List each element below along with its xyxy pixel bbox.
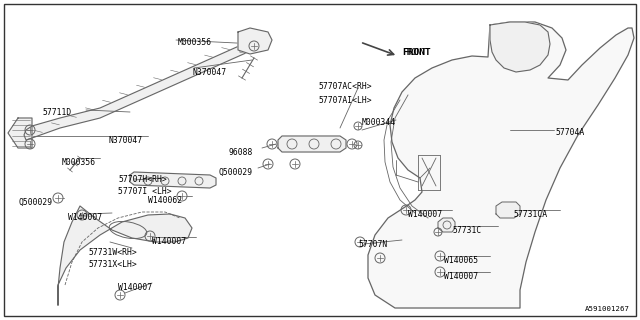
Text: 96088: 96088	[228, 148, 252, 157]
Polygon shape	[368, 22, 634, 308]
Text: FRONT: FRONT	[402, 48, 426, 57]
Text: 57704A: 57704A	[556, 128, 585, 137]
Text: 57707H<RH>: 57707H<RH>	[118, 175, 167, 184]
Text: N370047: N370047	[108, 136, 142, 145]
Text: FRONT: FRONT	[402, 47, 431, 57]
Text: M000344: M000344	[362, 118, 396, 127]
Text: 57707AC<RH>: 57707AC<RH>	[318, 82, 372, 91]
Polygon shape	[24, 32, 250, 140]
Text: Q500029: Q500029	[18, 198, 52, 207]
Polygon shape	[8, 118, 32, 148]
Text: A591001267: A591001267	[585, 306, 630, 312]
Text: W140065: W140065	[444, 256, 478, 265]
Text: W140007: W140007	[68, 213, 102, 222]
Polygon shape	[438, 218, 455, 232]
Text: 57731CA: 57731CA	[514, 210, 548, 219]
Polygon shape	[490, 22, 550, 72]
Polygon shape	[130, 172, 216, 188]
Text: 57707N: 57707N	[358, 240, 387, 249]
Polygon shape	[496, 202, 520, 218]
Text: N370047: N370047	[192, 68, 226, 77]
Text: 57731W<RH>: 57731W<RH>	[88, 248, 137, 257]
Text: 57731C: 57731C	[452, 226, 481, 235]
Polygon shape	[58, 206, 192, 305]
Text: 57731X<LH>: 57731X<LH>	[88, 260, 137, 269]
Text: 57711D: 57711D	[42, 108, 71, 117]
Text: W140007: W140007	[408, 210, 442, 219]
Text: W140007: W140007	[152, 237, 186, 246]
Polygon shape	[278, 136, 346, 152]
Polygon shape	[238, 28, 272, 54]
Text: M000356: M000356	[178, 38, 212, 47]
Text: Q500029: Q500029	[218, 168, 252, 177]
Text: W140062: W140062	[148, 196, 182, 205]
Text: W140007: W140007	[118, 283, 152, 292]
Text: 57707AI<LH>: 57707AI<LH>	[318, 96, 372, 105]
Text: W140007: W140007	[444, 272, 478, 281]
Text: M000356: M000356	[62, 158, 96, 167]
Text: 57707I <LH>: 57707I <LH>	[118, 187, 172, 196]
